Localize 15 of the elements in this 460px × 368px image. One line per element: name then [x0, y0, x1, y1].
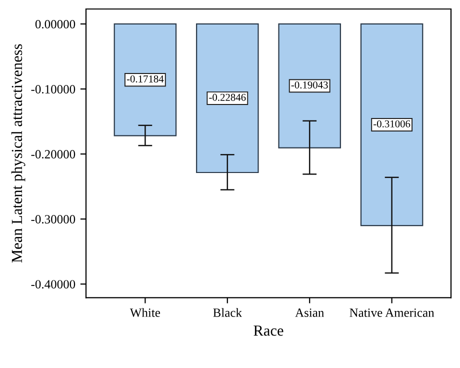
y-tick-label: -0.30000 [31, 215, 76, 224]
x-axis-title: Race [254, 326, 284, 336]
data-label: -0.19043 [291, 81, 328, 89]
y-tick-label: -0.10000 [31, 85, 76, 94]
y-tick-label: 0.00000 [35, 20, 76, 28]
data-label: -0.31006 [374, 120, 410, 128]
x-tick-label: White [130, 308, 160, 317]
x-tick-label: Native American [350, 308, 434, 317]
data-label: -0.22846 [209, 94, 246, 101]
x-tick-label: Asian [295, 308, 324, 317]
data-label: -0.17184 [126, 75, 164, 82]
y-axis-title: Mean Latent physical attractiveness [11, 44, 26, 263]
y-tick-label: -0.20000 [31, 150, 76, 159]
x-tick-label: Black [213, 308, 242, 317]
y-tick-label: -0.40000 [31, 280, 76, 289]
